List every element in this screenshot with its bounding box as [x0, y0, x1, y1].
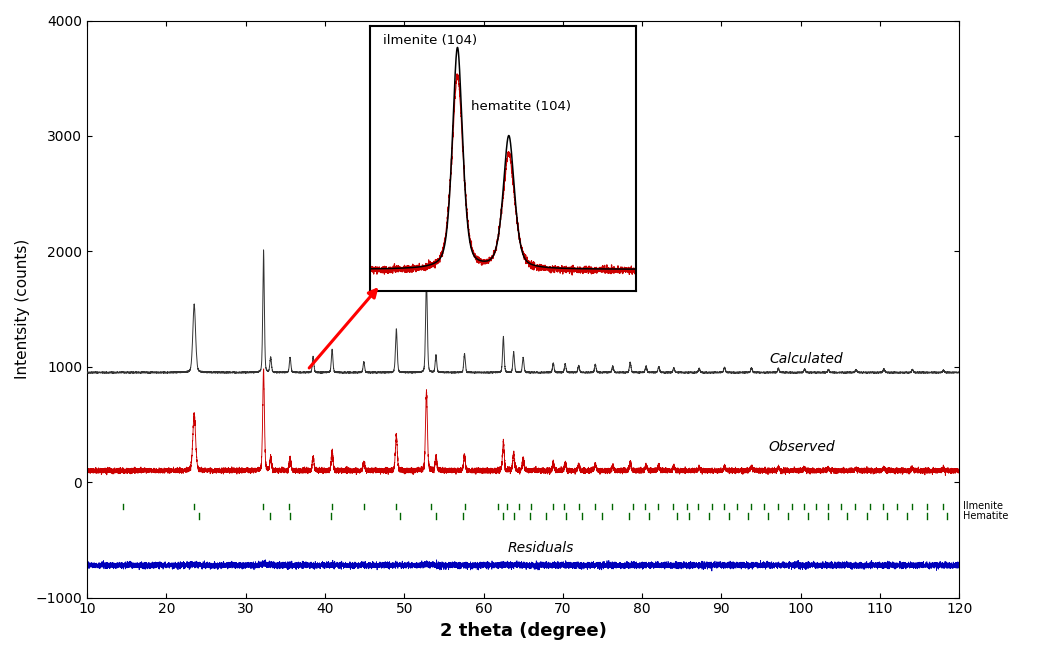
- Y-axis label: Intentsity (counts): Intentsity (counts): [15, 239, 30, 379]
- Text: ilmenite (104): ilmenite (104): [383, 34, 477, 47]
- Text: Hematite: Hematite: [963, 511, 1009, 521]
- Text: Residuals: Residuals: [507, 541, 574, 555]
- X-axis label: 2 theta (degree): 2 theta (degree): [440, 622, 606, 640]
- Text: Ilmenite: Ilmenite: [963, 502, 1003, 512]
- Text: Observed: Observed: [769, 440, 836, 454]
- Text: Calculated: Calculated: [769, 352, 843, 366]
- Text: hematite (104): hematite (104): [471, 100, 571, 113]
